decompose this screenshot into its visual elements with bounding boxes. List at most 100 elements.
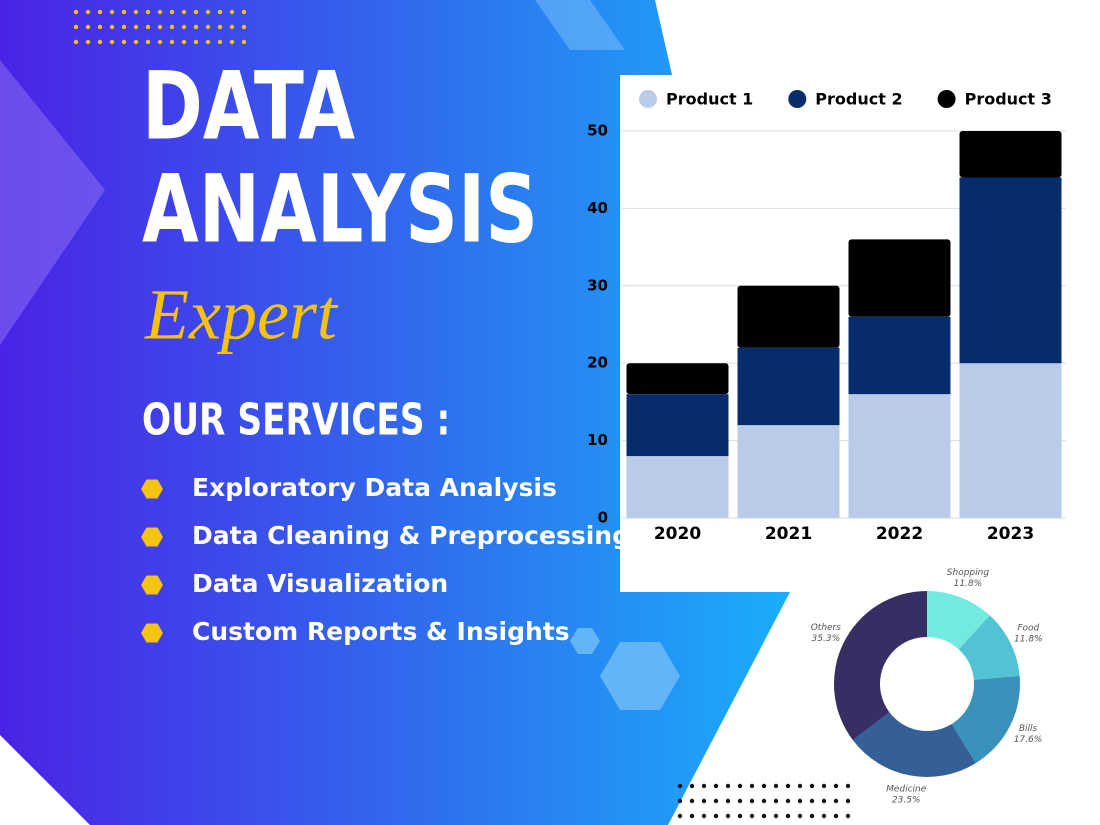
dot <box>797 783 803 789</box>
bar-segment <box>737 347 840 426</box>
y-tick-label: 50 <box>587 122 608 140</box>
bar-segment <box>848 316 951 395</box>
dot <box>809 798 815 804</box>
dot <box>217 9 223 15</box>
x-tick-label: 2022 <box>876 524 923 544</box>
dot <box>121 24 127 30</box>
dot <box>701 813 707 819</box>
dot <box>785 783 791 789</box>
legend-swatch <box>937 90 956 108</box>
decor-hexagon <box>535 0 625 50</box>
dot <box>181 24 187 30</box>
dot <box>73 24 79 30</box>
dot <box>725 813 731 819</box>
dot <box>701 798 707 804</box>
dot <box>845 813 851 819</box>
dot <box>833 783 839 789</box>
bar-segment <box>848 239 951 317</box>
decor-hexagon <box>600 642 680 710</box>
dot <box>205 39 211 45</box>
dot <box>229 39 235 45</box>
dot <box>713 813 719 819</box>
dot <box>169 39 175 45</box>
bar-segment <box>626 363 729 395</box>
dot <box>725 783 731 789</box>
dot <box>133 39 139 45</box>
dot <box>737 783 743 789</box>
title-line: ANALYSIS <box>142 155 538 264</box>
y-tick-label: 30 <box>587 276 608 294</box>
charts: 0 10 20 30 40 50 2020 2021 2022 2023 Product 1 Prod… <box>587 90 1066 806</box>
dot <box>169 24 175 30</box>
dot <box>133 24 139 30</box>
dot <box>217 24 223 30</box>
dot <box>85 9 91 15</box>
dot <box>689 813 695 819</box>
dot <box>713 798 719 804</box>
dot <box>121 39 127 45</box>
dot <box>761 798 767 804</box>
y-tick-label: 10 <box>587 431 608 449</box>
dot <box>205 24 211 30</box>
service-item: Data Cleaning & Preprocessing <box>192 521 630 550</box>
dot <box>217 39 223 45</box>
dot <box>677 783 683 789</box>
y-tick-label: 40 <box>587 199 608 217</box>
title-line: DATA <box>142 52 355 161</box>
dot <box>181 39 187 45</box>
dot <box>157 39 163 45</box>
y-tick-label: 20 <box>587 354 608 372</box>
y-tick-label: 0 <box>598 509 608 527</box>
slice-value: 17.6% <box>1014 735 1043 745</box>
dot <box>833 813 839 819</box>
pie-slice <box>852 712 976 778</box>
slice-value: 11.8% <box>954 579 983 589</box>
dot <box>193 39 199 45</box>
dot <box>845 783 851 789</box>
pie-slice <box>927 591 990 650</box>
dot <box>121 9 127 15</box>
dot <box>689 798 695 804</box>
legend-label: Product 2 <box>815 90 902 109</box>
decor-hexagon <box>0 60 105 345</box>
bar-segment <box>626 456 729 518</box>
slice-label: Others <box>811 623 842 633</box>
dot <box>809 813 815 819</box>
dot <box>73 9 79 15</box>
bar-segment <box>959 131 1062 178</box>
dot <box>677 798 683 804</box>
dot <box>97 24 103 30</box>
services-heading: OUR SERVICES : <box>142 395 450 446</box>
dot <box>737 798 743 804</box>
dot <box>109 9 115 15</box>
bar-segment <box>626 394 729 457</box>
dot <box>193 9 199 15</box>
dot <box>773 813 779 819</box>
dot <box>821 813 827 819</box>
legend-swatch <box>788 90 807 108</box>
dot <box>85 39 91 45</box>
dot <box>821 783 827 789</box>
dot <box>797 798 803 804</box>
pie-slice <box>834 591 927 741</box>
service-item: Custom Reports & Insights <box>192 617 570 646</box>
service-item: Exploratory Data Analysis <box>192 473 557 502</box>
dot <box>169 9 175 15</box>
dot <box>713 783 719 789</box>
legend-label: Product 3 <box>965 90 1052 109</box>
dot <box>689 783 695 789</box>
bar-segment <box>737 425 840 518</box>
dot <box>761 813 767 819</box>
dot <box>229 9 235 15</box>
dot <box>133 9 139 15</box>
dot <box>241 9 247 15</box>
dot <box>145 39 151 45</box>
dot <box>85 24 91 30</box>
dot <box>749 798 755 804</box>
dot <box>785 798 791 804</box>
x-tick-label: 2020 <box>654 524 701 544</box>
dot <box>241 39 247 45</box>
dot <box>181 9 187 15</box>
decor-hexagon <box>570 628 600 654</box>
